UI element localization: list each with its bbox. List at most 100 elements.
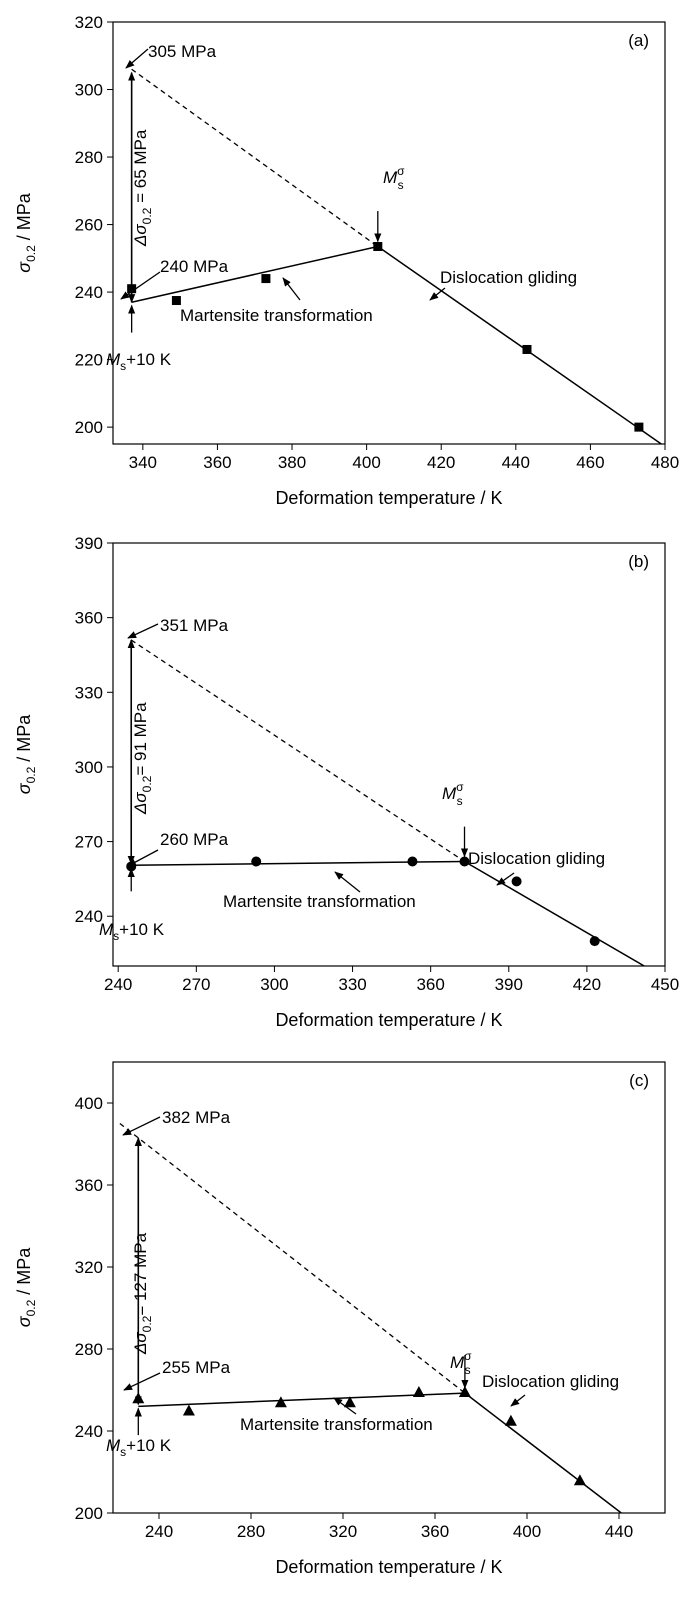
x-tick-label: 420 (427, 453, 455, 472)
x-tick-label: 400 (352, 453, 380, 472)
delta-sigma-value: = 127 MPa (131, 1232, 150, 1315)
lower-stress-pointer (127, 849, 159, 867)
upper-stress-label: 351 MPa (160, 616, 229, 635)
panel-a: 340 360 380 400 420 440 460 480 200 220 240 260 280 3… (14, 13, 679, 508)
data-point (132, 1392, 145, 1404)
x-tick-label: 420 (573, 975, 601, 994)
upper-stress-pointer (125, 48, 149, 69)
data-point (373, 242, 383, 252)
y-tick-label: 330 (75, 683, 103, 702)
x-tick-label: 380 (278, 453, 306, 472)
ms-sigma-label: Mσ s (450, 1349, 472, 1377)
data-point (182, 1404, 195, 1416)
delta-sigma-value: = 65 MPa (131, 129, 150, 208)
ms-sigma-label: Mσ s (383, 164, 405, 192)
plot-frame (112, 1061, 666, 1514)
y-tick-label: 400 (75, 1094, 103, 1113)
extrapolation-dashed-line (131, 68, 379, 248)
x-tick-label: 240 (145, 1522, 173, 1541)
ms-subscript: s (113, 929, 119, 943)
y-tick-label: 240 (75, 283, 103, 302)
x-tick-label: 280 (237, 1522, 265, 1541)
x-tick-label: 270 (182, 975, 210, 994)
delta-sigma-label: Δσ0.2= 127 MPa (131, 1232, 154, 1355)
ms-sigma-label: Mσ s (442, 780, 464, 808)
data-point (171, 296, 181, 306)
lower-stress-pointer (120, 271, 161, 300)
y-tick-label: 300 (75, 758, 103, 777)
plot-area (126, 639, 645, 966)
dislocation-pointer (510, 1394, 526, 1407)
ms-offset: +10 K (126, 350, 172, 369)
data-point (504, 1414, 517, 1426)
data-point (412, 1386, 425, 1398)
data-point (511, 876, 522, 887)
ms-subscript: s (120, 1445, 126, 1459)
martensite-transformation-label: Martensite transformation (240, 1415, 433, 1434)
dislocation-gliding-label: Dislocation gliding (468, 849, 605, 868)
ms-sigma-superscript: σ (397, 164, 405, 178)
x-tick-label: 330 (338, 975, 366, 994)
lower-stress-pointer (123, 1372, 161, 1391)
plot-area (119, 1122, 622, 1513)
y-axis-title-subscript: 0.2 (24, 766, 38, 783)
delta-sigma-subscript: 0.2 (140, 207, 154, 224)
ms-sigma-symbol: M (450, 1353, 465, 1372)
ms-offset: +10 K (126, 1436, 172, 1455)
x-tick-label: 360 (203, 453, 231, 472)
extrapolation-dashed-line (119, 1122, 466, 1394)
x-tick-label: 360 (416, 975, 444, 994)
y-axis-title-symbol: σ (14, 782, 34, 794)
y-tick-label: 390 (75, 534, 103, 553)
ms-symbol: M (99, 920, 114, 939)
y-axis-title-subscript: 0.2 (24, 245, 38, 262)
x-axis-title: Deformation temperature / K (275, 1557, 502, 1577)
martensite-fit-line (131, 245, 378, 303)
x-tick-label: 440 (605, 1522, 633, 1541)
y-axis-title-symbol: σ (14, 261, 34, 273)
y-tick-label: 360 (75, 1176, 103, 1195)
x-tick-label: 450 (651, 975, 679, 994)
y-axis-title: σ0.2 / MPa (14, 714, 38, 795)
x-tick-label: 460 (576, 453, 604, 472)
y-tick-label: 240 (75, 907, 103, 926)
x-tick-label: 340 (129, 453, 157, 472)
y-tick-label: 280 (75, 1340, 103, 1359)
lower-stress-label: 255 MPa (162, 1358, 231, 1377)
martensite-pointer (333, 1397, 357, 1415)
data-point (522, 344, 532, 354)
y-axis-title-unit: / MPa (14, 714, 34, 767)
delta-sigma-value: = 91 MPa (131, 702, 150, 776)
data-point (573, 1474, 586, 1486)
martensite-transformation-label: Martensite transformation (223, 892, 416, 911)
martensite-fit-line (138, 1392, 465, 1408)
martensite-pointer (282, 277, 301, 301)
data-point (127, 284, 137, 294)
extrapolation-dashed-line (130, 639, 465, 863)
upper-stress-pointer (127, 623, 159, 639)
ms-sigma-superscript: σ (464, 1349, 472, 1363)
delta-sigma-symbol: Δσ (131, 224, 150, 247)
delta-sigma-label: Δσ0.2 = 65 MPa (131, 129, 154, 247)
dislocation-fit-line (464, 1392, 622, 1513)
y-tick-label: 320 (75, 13, 103, 32)
x-tick-label: 320 (329, 1522, 357, 1541)
ms-subscript: s (120, 359, 126, 373)
dislocation-fit-line (464, 860, 645, 966)
ms-symbol: M (106, 1436, 121, 1455)
data-point (251, 856, 262, 867)
delta-sigma-label: Δσ0.2= 91 MPa (131, 702, 154, 815)
data-point (261, 274, 271, 284)
data-point (459, 856, 470, 867)
data-point (407, 856, 418, 867)
y-axis-title: σ0.2 / MPa (14, 192, 38, 273)
lower-stress-label: 260 MPa (160, 830, 229, 849)
data-point (458, 1386, 471, 1398)
x-tick-label: 480 (651, 453, 679, 472)
dislocation-gliding-label: Dislocation gliding (482, 1372, 619, 1391)
upper-stress-label: 382 MPa (162, 1108, 231, 1127)
dislocation-pointer (496, 872, 515, 886)
y-axis-title: σ0.2 / MPa (14, 1247, 38, 1328)
y-axis-title-unit: / MPa (14, 1247, 34, 1300)
y-tick-label: 320 (75, 1258, 103, 1277)
